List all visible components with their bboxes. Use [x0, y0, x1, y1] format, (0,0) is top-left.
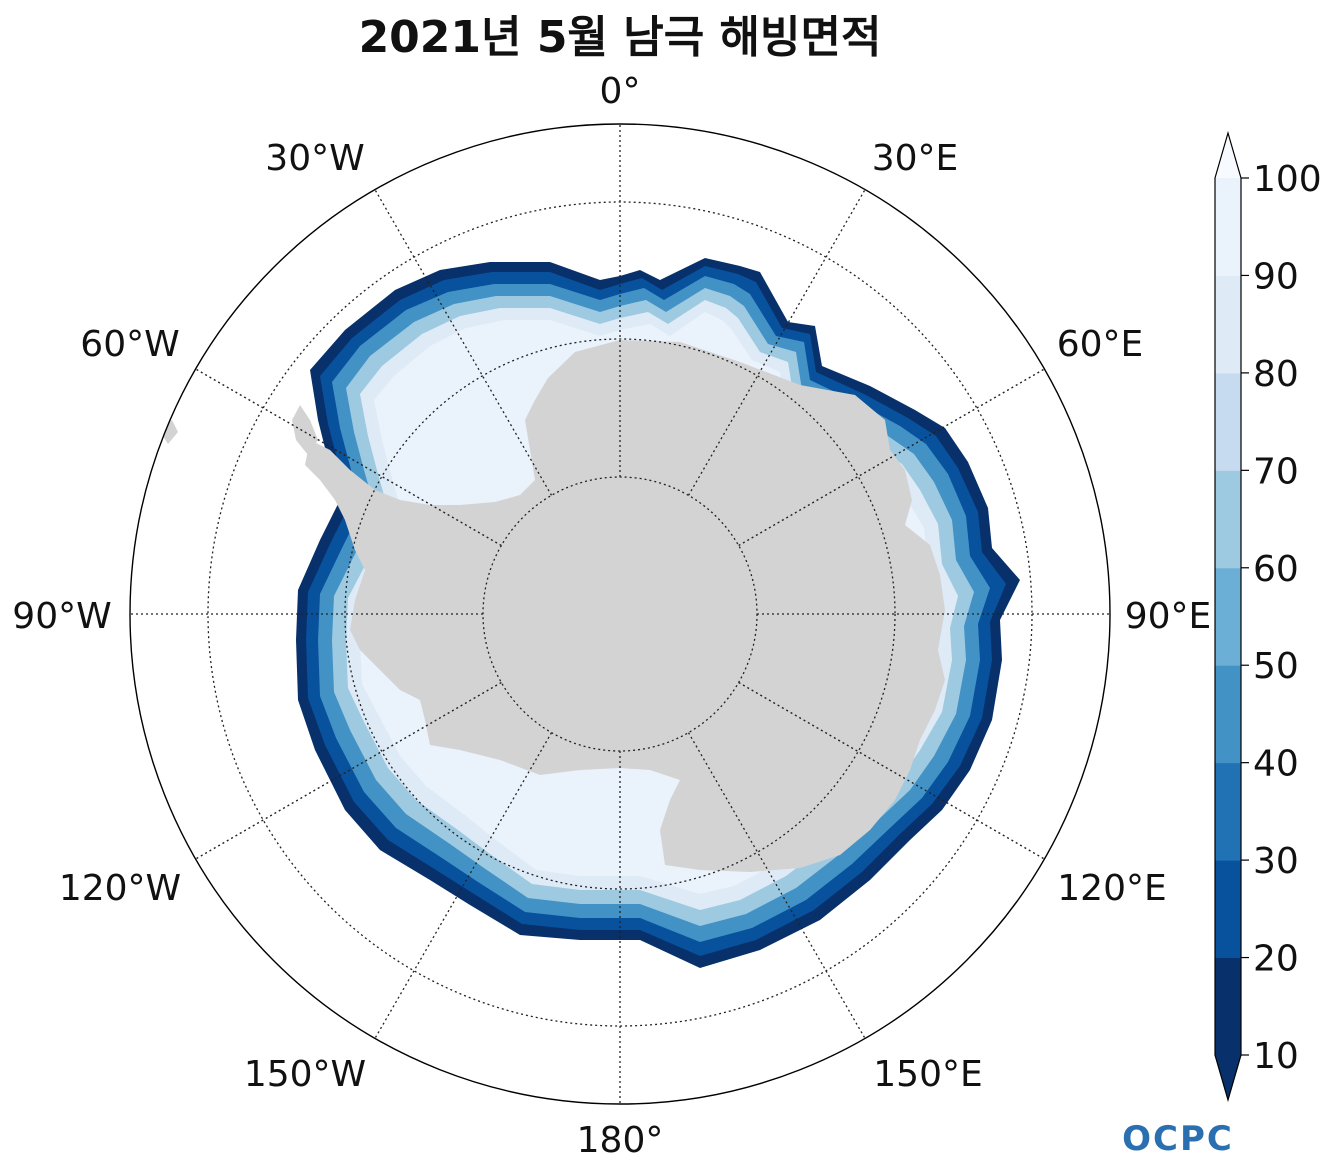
colorbar-swatch-90: [1215, 178, 1241, 276]
colorbar-tick-label-100: 100: [1253, 159, 1322, 200]
lon-label-120e: 120°E: [1057, 868, 1166, 909]
lon-label-60e: 60°E: [1057, 324, 1144, 365]
colorbar-swatch-60: [1215, 470, 1241, 569]
colorbar-tick-label-10: 10: [1253, 1036, 1299, 1077]
meridian-330: [374, 189, 553, 496]
antarctica-continent: [305, 340, 945, 872]
meridian-60: [738, 368, 1045, 547]
colorbar-swatch-70: [1215, 372, 1241, 471]
meridian-240: [195, 681, 502, 860]
graticule: [130, 124, 1110, 1104]
colorbar-tick-label-30: 30: [1253, 841, 1299, 882]
antarctic-peninsula-tip: [292, 405, 318, 455]
colorbar-tick-label-40: 40: [1253, 744, 1299, 785]
colorbar: 10 20 30 40 50 60 70 80 90 100: [1214, 130, 1322, 1103]
colorbar-tick-label-90: 90: [1253, 256, 1299, 297]
polar-map: [130, 124, 1110, 1104]
ocpc-logo-text: OCPC: [1122, 1119, 1234, 1159]
meridian-210: [374, 732, 553, 1039]
lon-label-90e: 90°E: [1125, 596, 1212, 637]
meridian-120: [738, 681, 1045, 860]
map-title: 2021년 5월 남극 해빙면적: [359, 12, 882, 63]
lon-label-60w: 60°W: [80, 324, 179, 365]
colorbar-swatch-10: [1215, 957, 1241, 1056]
colorbar-extend-max: [1215, 133, 1241, 178]
lon-label-30w: 30°W: [265, 138, 364, 179]
lon-label-90w: 90°W: [12, 596, 111, 637]
colorbar-tick-label-60: 60: [1253, 549, 1299, 590]
meridian-300: [195, 368, 502, 547]
lon-label-150e: 150°E: [873, 1054, 982, 1095]
colorbar-tick-label-50: 50: [1253, 646, 1299, 687]
colorbar-tick-label-70: 70: [1253, 451, 1299, 492]
longitude-labels: 0° 30°E 60°E 90°E 120°E 150°E 180° 150°W…: [12, 71, 1211, 1161]
lon-label-180: 180°: [577, 1120, 664, 1161]
colorbar-swatch-20: [1215, 860, 1241, 959]
colorbar-ticks: 10 20 30 40 50 60 70 80 90 100: [1241, 159, 1322, 1077]
meridian-150: [687, 732, 866, 1039]
meridian-30: [687, 189, 866, 496]
colorbar-tick-label-20: 20: [1253, 939, 1299, 980]
colorbar-extend-min: [1215, 1055, 1241, 1100]
lon-label-150w: 150°W: [244, 1054, 366, 1095]
colorbar-swatch-30: [1215, 762, 1241, 861]
colorbar-swatch-50: [1215, 567, 1241, 666]
lon-label-0: 0°: [600, 71, 641, 112]
ocpc-logo: OCPC: [1122, 1119, 1234, 1159]
meridian-lines: [130, 124, 1110, 1104]
latitude-circle-2: [344, 338, 896, 890]
colorbar-swatch-40: [1215, 665, 1241, 764]
map-boundary: [129, 123, 1111, 1105]
lon-label-30e: 30°E: [872, 138, 959, 179]
lon-label-120w: 120°W: [59, 868, 181, 909]
colorbar-swatch-80: [1215, 275, 1241, 374]
colorbar-tick-label-80: 80: [1253, 354, 1299, 395]
colorbar-swatches: [1215, 133, 1241, 1100]
